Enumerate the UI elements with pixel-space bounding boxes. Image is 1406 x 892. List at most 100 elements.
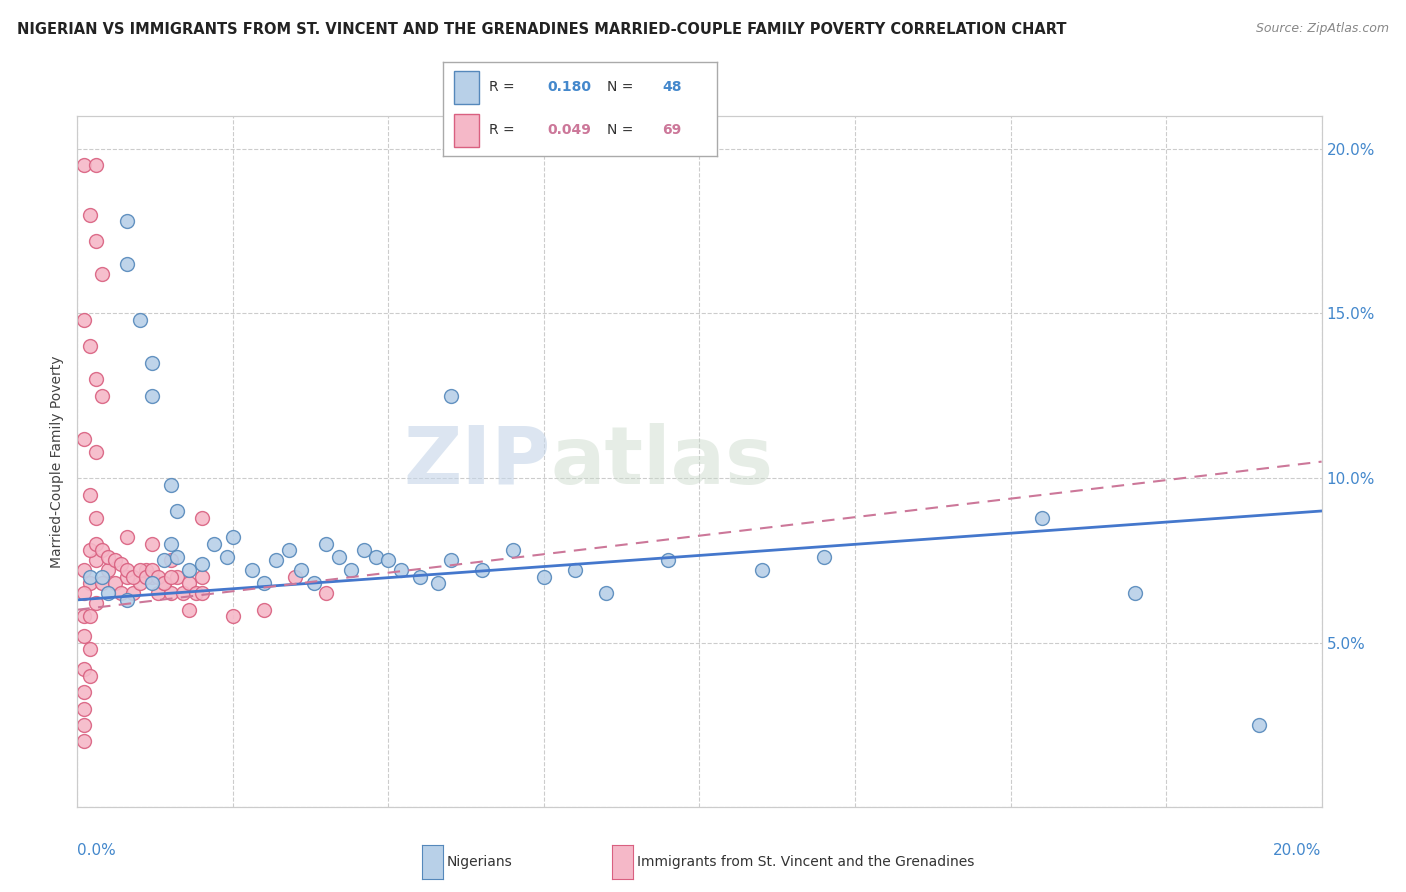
Point bbox=[533, 570, 555, 584]
Point bbox=[79, 576, 101, 591]
Point bbox=[141, 563, 163, 577]
Text: Source: ZipAtlas.com: Source: ZipAtlas.com bbox=[1256, 22, 1389, 36]
Point bbox=[84, 444, 107, 458]
Point bbox=[72, 158, 94, 172]
Point bbox=[302, 576, 325, 591]
Point bbox=[179, 563, 201, 577]
Point bbox=[122, 586, 145, 600]
Point bbox=[115, 257, 138, 271]
Point bbox=[159, 586, 181, 600]
Point bbox=[79, 208, 101, 222]
Point bbox=[91, 576, 114, 591]
Point bbox=[253, 576, 276, 591]
Point bbox=[79, 570, 101, 584]
Point bbox=[191, 586, 214, 600]
Point bbox=[79, 543, 101, 558]
Point bbox=[440, 553, 463, 567]
Point bbox=[84, 372, 107, 386]
Point bbox=[353, 543, 375, 558]
Point bbox=[84, 158, 107, 172]
Point bbox=[277, 543, 299, 558]
Point bbox=[141, 570, 163, 584]
Point bbox=[141, 537, 163, 551]
Point bbox=[202, 537, 225, 551]
Text: N =: N = bbox=[607, 79, 638, 94]
Point bbox=[148, 586, 170, 600]
Point bbox=[191, 510, 214, 524]
Text: Immigrants from St. Vincent and the Grenadines: Immigrants from St. Vincent and the Gren… bbox=[637, 855, 974, 869]
Point bbox=[72, 563, 94, 577]
Point bbox=[1249, 718, 1271, 732]
Point bbox=[79, 668, 101, 682]
Point bbox=[266, 553, 288, 567]
Point bbox=[166, 550, 188, 565]
Point bbox=[191, 557, 214, 571]
Point bbox=[72, 718, 94, 732]
Point bbox=[72, 313, 94, 327]
Point bbox=[84, 234, 107, 248]
Point bbox=[427, 576, 450, 591]
Point bbox=[110, 586, 132, 600]
Point bbox=[128, 313, 150, 327]
Point bbox=[564, 563, 586, 577]
Text: atlas: atlas bbox=[550, 423, 773, 500]
Point bbox=[72, 662, 94, 676]
Point bbox=[240, 563, 263, 577]
Point bbox=[115, 214, 138, 228]
Point bbox=[72, 734, 94, 748]
Point bbox=[84, 596, 107, 610]
Point bbox=[72, 609, 94, 624]
Point bbox=[97, 563, 120, 577]
Point bbox=[253, 603, 276, 617]
Point bbox=[128, 563, 150, 577]
Point bbox=[179, 576, 201, 591]
Point bbox=[595, 586, 617, 600]
Point bbox=[72, 685, 94, 699]
Point bbox=[141, 576, 163, 591]
Point bbox=[215, 550, 238, 565]
Text: N =: N = bbox=[607, 123, 638, 136]
Point bbox=[222, 609, 245, 624]
Point bbox=[135, 570, 157, 584]
Point bbox=[502, 543, 524, 558]
Point bbox=[128, 576, 150, 591]
Point bbox=[315, 586, 337, 600]
Point bbox=[166, 504, 188, 518]
Point bbox=[115, 593, 138, 607]
Text: 48: 48 bbox=[662, 79, 682, 94]
Point bbox=[184, 586, 207, 600]
Point bbox=[91, 570, 114, 584]
Point bbox=[364, 550, 387, 565]
Point bbox=[104, 553, 127, 567]
Point bbox=[153, 576, 176, 591]
Point bbox=[141, 356, 163, 370]
Bar bbox=[454, 114, 478, 147]
Point bbox=[315, 537, 337, 551]
Point bbox=[159, 570, 181, 584]
Text: R =: R = bbox=[489, 79, 519, 94]
Point bbox=[166, 570, 188, 584]
Point bbox=[1123, 586, 1146, 600]
Point bbox=[97, 586, 120, 600]
Point bbox=[115, 530, 138, 544]
Point bbox=[84, 537, 107, 551]
Point bbox=[104, 576, 127, 591]
Point bbox=[191, 570, 214, 584]
Point bbox=[79, 642, 101, 657]
Point bbox=[377, 553, 399, 567]
Point bbox=[141, 389, 163, 403]
Point bbox=[813, 550, 835, 565]
Text: 0.049: 0.049 bbox=[547, 123, 591, 136]
Point bbox=[471, 563, 494, 577]
Point bbox=[115, 563, 138, 577]
Point bbox=[159, 553, 181, 567]
Point bbox=[91, 267, 114, 281]
Point bbox=[72, 432, 94, 446]
Point bbox=[389, 563, 412, 577]
Point bbox=[72, 629, 94, 643]
Point bbox=[72, 586, 94, 600]
Text: 0.0%: 0.0% bbox=[77, 843, 117, 858]
Point bbox=[657, 553, 679, 567]
Point bbox=[284, 570, 307, 584]
Y-axis label: Married-Couple Family Poverty: Married-Couple Family Poverty bbox=[51, 355, 65, 568]
